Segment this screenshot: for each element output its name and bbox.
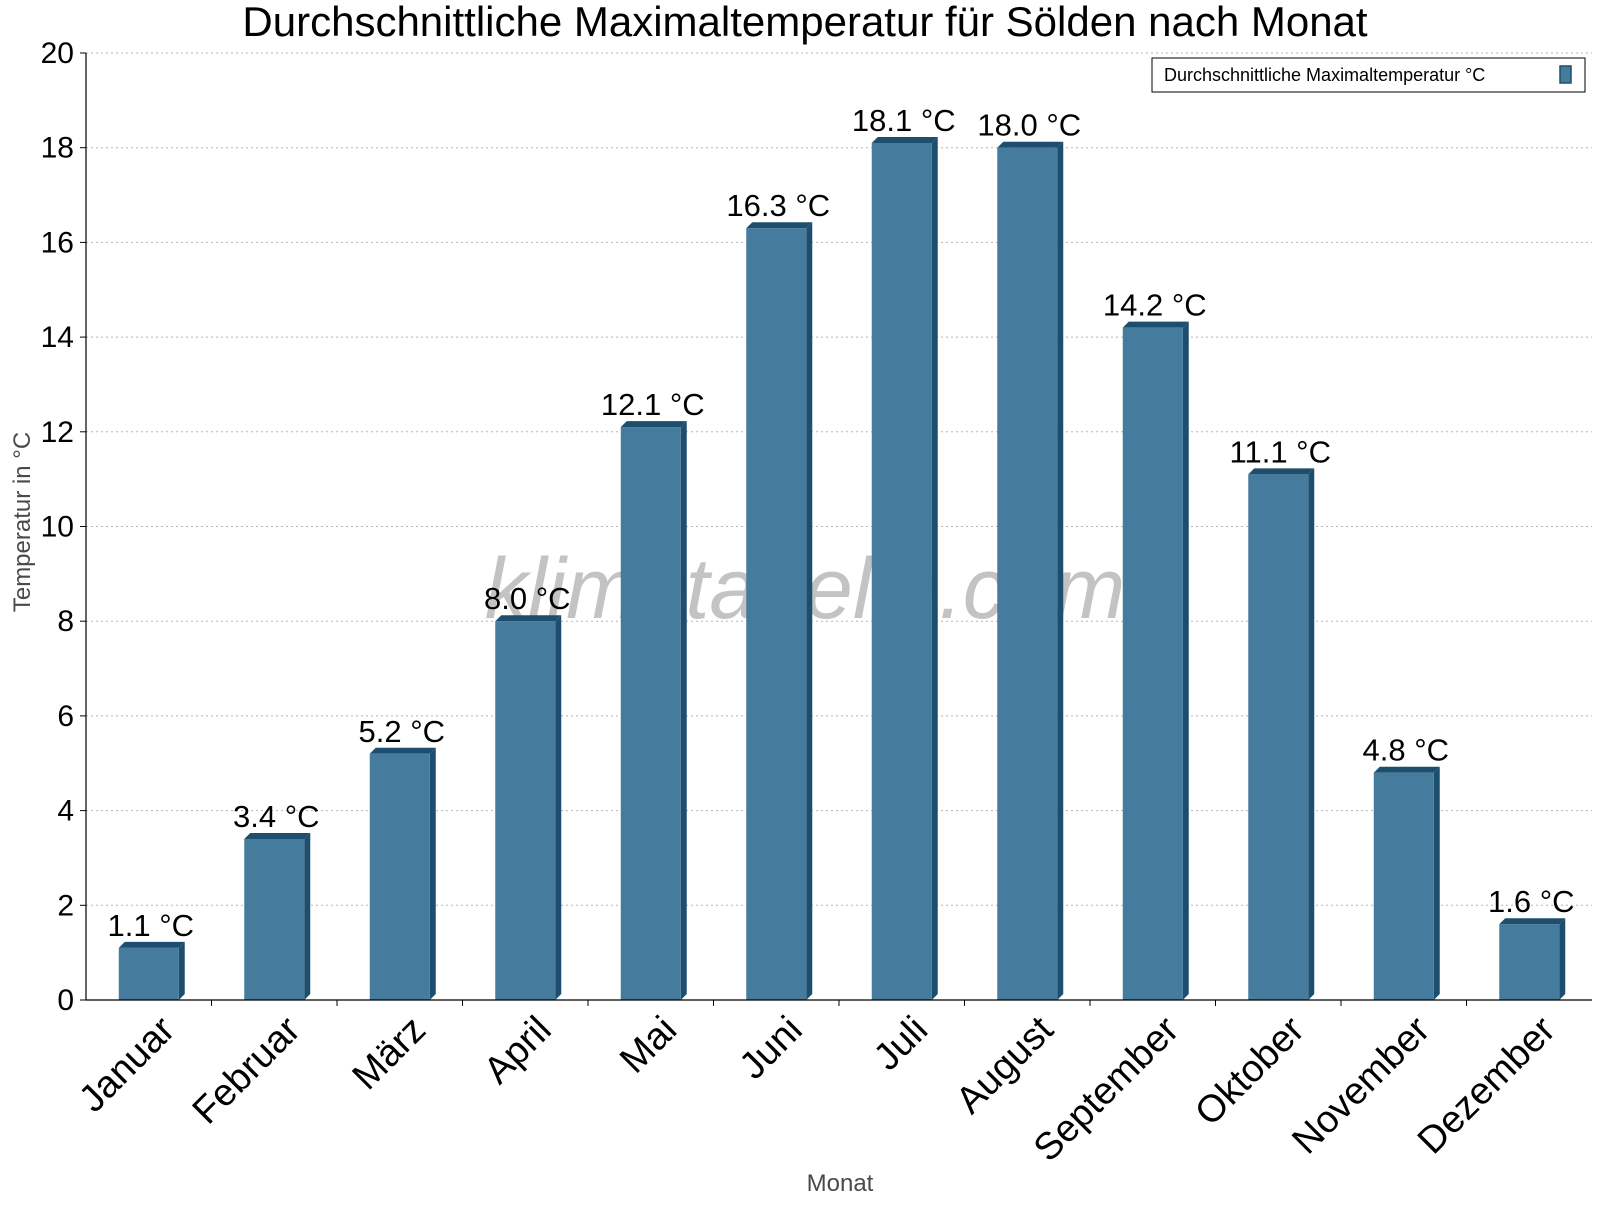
y-tick-label: 16 (41, 226, 74, 259)
x-tick-label: Mai (612, 1009, 685, 1082)
bar-side (304, 833, 311, 1000)
bar-top (1499, 918, 1566, 925)
y-tick-label: 14 (41, 321, 74, 354)
bar (746, 228, 807, 1000)
bar-value-label: 16.3 °C (726, 188, 830, 223)
gridlines (86, 52, 1592, 906)
bar-top (997, 141, 1064, 148)
bar-side (429, 747, 436, 1000)
bar-top (1248, 468, 1315, 475)
bar (244, 839, 305, 1000)
bar-value-label: 5.2 °C (359, 714, 446, 749)
bar-top (871, 136, 938, 143)
y-tick-label: 0 (57, 984, 74, 1017)
y-tick-label: 8 (57, 605, 74, 638)
y-tick-label: 4 (57, 795, 74, 828)
bar-top (369, 747, 436, 754)
bar-side (806, 222, 813, 1000)
y-axis-label: Temperatur in °C (9, 432, 36, 612)
bar-value-label: 1.1 °C (108, 908, 195, 943)
bar (871, 142, 932, 1001)
bar (1373, 772, 1434, 1000)
bar (495, 621, 556, 1000)
bar-value-label: 11.1 °C (1230, 434, 1331, 469)
chart-title: Durchschnittliche Maximaltemperatur für … (242, 0, 1368, 45)
x-tick-label: Juni (732, 1009, 811, 1088)
bar-top (1122, 321, 1189, 328)
x-tick-label: März (345, 1009, 434, 1098)
bar-side (1559, 918, 1566, 1000)
bar-top (620, 421, 687, 428)
bar-value-label: 3.4 °C (233, 799, 320, 834)
bar-value-label: 4.8 °C (1363, 733, 1450, 768)
x-tick-label: Februar (185, 1008, 309, 1132)
bar-value-label: 18.0 °C (977, 108, 1081, 143)
bar-side (1433, 766, 1440, 1000)
bars: 1.1 °C 3.4 °C 5.2 °C 8.0 °C 12.1 °C 16.3 °C 18… (108, 103, 1575, 1001)
x-tick-label: August (948, 1008, 1062, 1122)
bar-side (178, 941, 185, 1000)
x-tick-label: Juli (866, 1009, 936, 1079)
x-tick-label: Januar (71, 1008, 183, 1120)
bar-side (1057, 141, 1064, 1000)
legend-swatch (1559, 65, 1572, 84)
bar-side (1308, 468, 1315, 1000)
y-tick-label: 20 (41, 37, 74, 70)
bar-side (1182, 321, 1189, 1000)
bar (620, 427, 681, 1000)
y-tick-label: 18 (41, 132, 74, 165)
y-tick-label: 12 (41, 416, 74, 449)
x-tick-label: Oktober (1187, 1008, 1313, 1134)
bar-top (746, 222, 813, 229)
legend: Durchschnittliche Maximaltemperatur °C (1151, 57, 1586, 93)
bar-top (495, 615, 562, 622)
bar-top (244, 833, 311, 840)
y-tick-label: 2 (57, 889, 74, 922)
bar (1248, 474, 1309, 1000)
bar (997, 147, 1058, 1000)
bar-value-label: 1.6 °C (1488, 884, 1575, 919)
bar (118, 947, 179, 1000)
y-tick-label: 10 (41, 511, 74, 544)
bar-value-label: 8.0 °C (484, 581, 571, 616)
x-tick-label: Dezember (1410, 1008, 1564, 1162)
bar (1499, 924, 1560, 1000)
y-tick-label: 6 (57, 700, 74, 733)
bar-side (555, 615, 562, 1000)
bar-value-label: 18.1 °C (852, 103, 956, 138)
bar-top (118, 941, 185, 948)
bar (1122, 327, 1183, 1000)
bar-value-label: 12.1 °C (601, 387, 705, 422)
bar-side (931, 136, 938, 1001)
x-axis-label: Monat (807, 1170, 874, 1197)
legend-label: Durchschnittliche Maximaltemperatur °C (1164, 65, 1485, 85)
bar-value-label: 14.2 °C (1103, 288, 1207, 323)
x-tick-label: April (476, 1009, 559, 1092)
bar-top (1373, 766, 1440, 773)
bar (369, 753, 430, 1000)
legend-box (1151, 57, 1586, 93)
bar-side (680, 421, 687, 1000)
